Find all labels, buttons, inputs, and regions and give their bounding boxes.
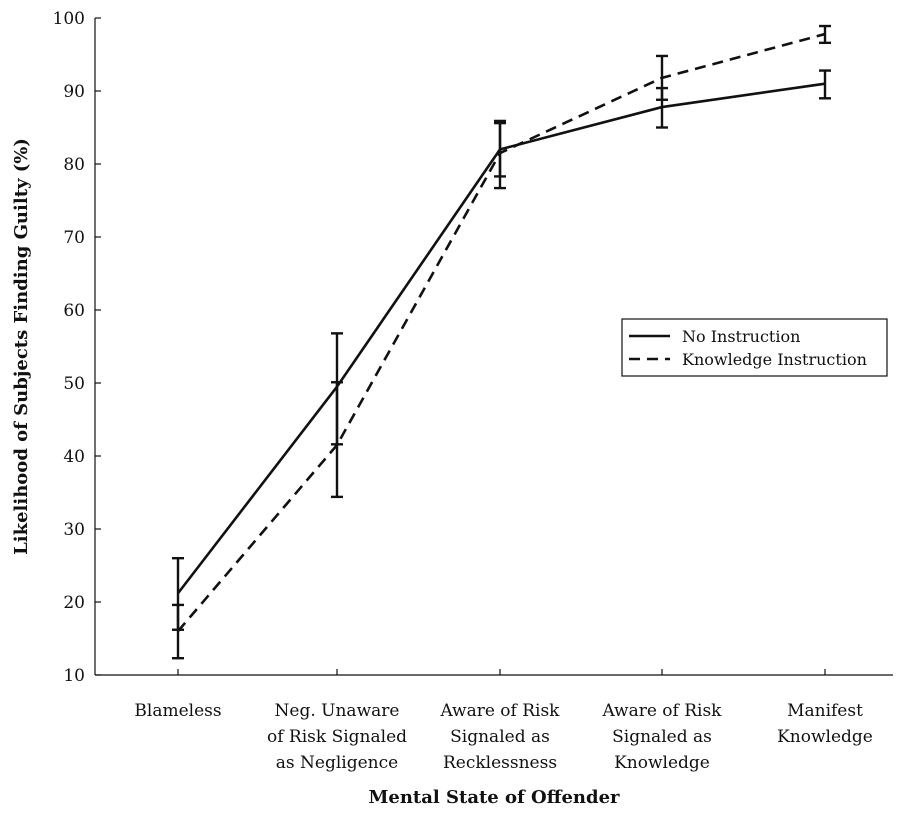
y-tick-label: 20 [63, 593, 85, 613]
x-tick-label: as Negligence [276, 753, 398, 773]
y-tick-label: 10 [63, 666, 85, 686]
x-tick-label: Neg. Unaware [275, 701, 400, 721]
x-tick-label: Blameless [134, 701, 221, 721]
labels: 10 20 30 40 50 60 70 80 90 100 Blameless Neg. Unawa… [11, 9, 873, 808]
x-tick-label: Knowledge [777, 727, 873, 747]
x-tick-label: Recklessness [443, 753, 557, 773]
y-tick-label: 70 [63, 228, 85, 248]
x-tick-label: Knowledge [614, 753, 710, 773]
legend: No Instruction Knowledge Instruction [622, 319, 887, 376]
x-tick-label: Signaled as [450, 727, 550, 747]
y-tick-label: 100 [53, 9, 85, 29]
y-tick-label: 40 [63, 447, 85, 467]
legend-label: No Instruction [682, 327, 800, 346]
legend-label: Knowledge Instruction [682, 350, 867, 369]
x-axis-title: Mental State of Offender [368, 787, 620, 808]
x-tick-label: Aware of Risk [602, 701, 723, 721]
y-tick-label: 50 [63, 374, 85, 394]
error-bar-knowledge-instruction [331, 382, 343, 497]
y-tick-label: 60 [63, 301, 85, 321]
x-tick-label: Aware of Risk [440, 701, 561, 721]
y-tick-label: 80 [63, 155, 85, 175]
y-axis-title: Likelihood of Subjects Finding Guilty (%… [11, 138, 32, 555]
x-tick-label: Signaled as [612, 727, 712, 747]
x-tick-label: Manifest [787, 701, 863, 721]
y-tick-label: 90 [63, 82, 85, 102]
error-bar-knowledge-instruction [172, 605, 184, 658]
x-tick-label: of Risk Signaled [267, 727, 407, 747]
y-tick-label: 30 [63, 520, 85, 540]
